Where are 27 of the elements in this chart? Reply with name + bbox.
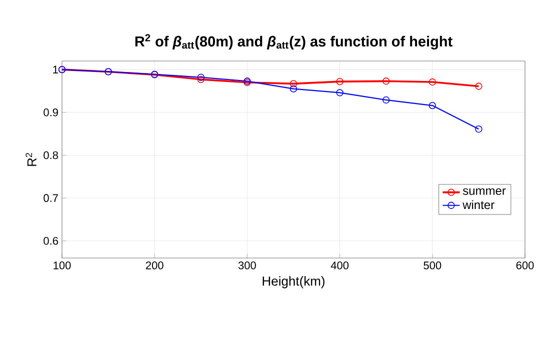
x-tick-label: 600 bbox=[516, 262, 534, 270]
point bbox=[428, 78, 436, 86]
legend-label: winter bbox=[462, 200, 494, 210]
x-tick-label: 400 bbox=[330, 262, 349, 270]
point bbox=[382, 78, 390, 85]
y-tick-label: 1 bbox=[53, 66, 58, 74]
x-tick-label: 300 bbox=[238, 262, 256, 270]
y-tick-label: 0.9 bbox=[44, 108, 58, 116]
legend-label: summer bbox=[462, 188, 506, 195]
chart-title: R$^{2}$ of β$_{att}$(80m) and β$_{att}$(z) as function of height bbox=[135, 34, 452, 50]
point bbox=[336, 78, 344, 86]
point bbox=[336, 89, 344, 96]
x-axis-title: Height(km) bbox=[262, 276, 324, 288]
x-tick-label: 200 bbox=[146, 262, 164, 270]
point bbox=[382, 96, 390, 104]
x-tick-label: 100 bbox=[54, 262, 71, 270]
y-axis-title: R$^{2}$ bbox=[26, 152, 36, 166]
point bbox=[475, 126, 482, 133]
y-tick-label: 0.7 bbox=[44, 194, 58, 202]
x-tick-label: 500 bbox=[424, 262, 442, 270]
y-tick-label: 0.8 bbox=[44, 151, 58, 160]
point bbox=[197, 76, 204, 84]
point bbox=[290, 80, 298, 88]
y-tick-label: 0.6 bbox=[44, 236, 58, 245]
point bbox=[290, 85, 298, 92]
point bbox=[428, 102, 436, 110]
point bbox=[475, 82, 482, 90]
